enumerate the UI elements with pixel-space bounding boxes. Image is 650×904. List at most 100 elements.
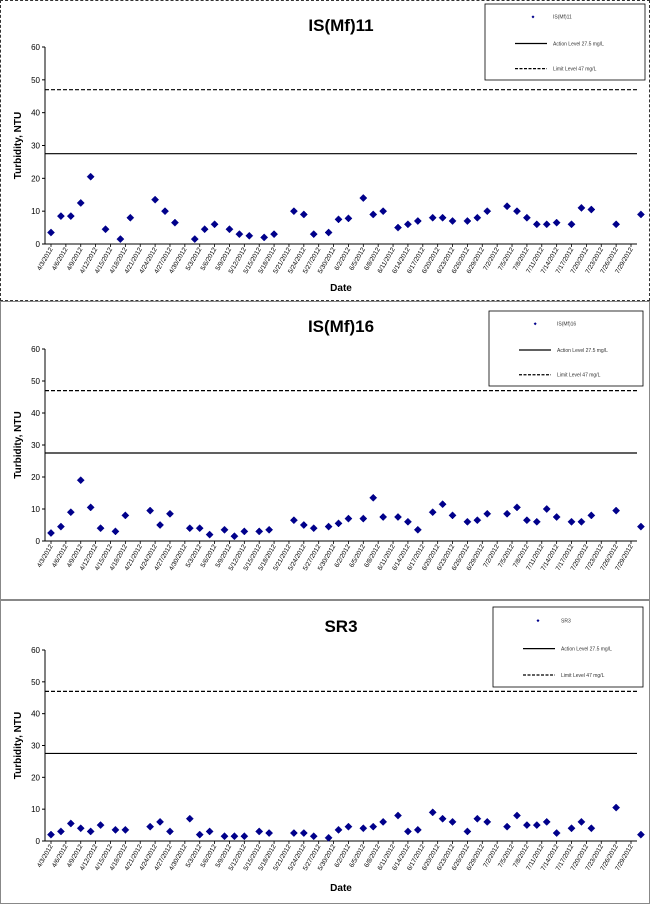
legend-entry: Action Level 27.5 mg/L — [561, 646, 612, 652]
data-point — [448, 511, 457, 520]
data-point — [96, 821, 105, 830]
data-point — [394, 513, 402, 521]
data-point — [438, 500, 447, 509]
data-point — [324, 833, 333, 842]
data-point — [116, 235, 125, 244]
data-point — [245, 231, 254, 240]
data-point — [612, 803, 621, 812]
data-point — [161, 207, 169, 216]
data-point — [66, 508, 75, 517]
legend-entry: Limit Level 47 mg/L — [553, 66, 597, 72]
data-point — [151, 195, 160, 204]
data-point — [47, 830, 55, 839]
data-point — [230, 532, 239, 541]
data-point — [463, 217, 472, 225]
legend-entry: Limit Level 47 mg/L — [561, 673, 605, 679]
y-tick-label: 30 — [31, 142, 40, 151]
data-point — [96, 524, 105, 533]
y-tick-label: 50 — [31, 678, 40, 687]
data-point — [225, 225, 234, 234]
legend-entry: Action Level 27.5 mg/L — [553, 41, 604, 47]
y-tick-label: 60 — [31, 345, 40, 354]
data-point — [126, 213, 135, 222]
y-axis-title: Turbidity, NTU — [13, 112, 24, 179]
data-point — [200, 225, 209, 234]
data-point — [230, 832, 239, 841]
data-point — [513, 503, 521, 512]
data-point — [324, 228, 333, 237]
data-point — [240, 527, 249, 536]
data-point — [532, 517, 541, 526]
y-axis-title: Turbidity, NTU — [13, 712, 24, 779]
data-point — [76, 476, 85, 485]
data-point — [101, 225, 110, 234]
data-point — [56, 827, 65, 836]
data-point — [47, 529, 55, 537]
data-point — [359, 824, 368, 833]
chart-panel-is-mf11: IS(Mf)11 0 10 20 30 40 50 60 4/3/2012 4/6/2012 4/9… — [0, 0, 650, 301]
data-point — [522, 516, 531, 525]
legend-entry: IS(Mf)16 — [557, 322, 576, 328]
y-tick-label: 0 — [36, 837, 41, 846]
data-point — [369, 210, 378, 219]
data-point — [394, 811, 402, 820]
y-tick-label: 50 — [31, 76, 40, 85]
chart-title: SR3 — [324, 617, 357, 636]
legend-entry: SR3 — [561, 618, 571, 624]
data-point — [483, 207, 492, 216]
data-point — [542, 817, 551, 826]
y-tick-label: 30 — [31, 742, 40, 751]
data-point — [577, 817, 586, 826]
data-point — [185, 524, 194, 533]
y-tick-label: 20 — [31, 773, 40, 782]
chart-panel-is-mf16: IS(Mf)16 0 10 20 30 40 50 60 4/3/2012 4/6/2012 4/9… — [0, 301, 650, 600]
data-point — [76, 824, 85, 833]
chart-panel-sr3: SR3 0 10 20 30 40 50 60 4/3/2012 4/6/2012 4/9/2012… — [0, 600, 650, 904]
data-point — [532, 220, 541, 229]
legend-box — [484, 3, 646, 81]
data-point — [577, 517, 586, 526]
data-point — [289, 516, 298, 525]
data-point — [503, 202, 512, 211]
data-point — [86, 503, 95, 512]
y-tick-label: 60 — [31, 43, 40, 52]
data-point — [334, 825, 343, 834]
data-point — [359, 194, 368, 202]
data-point — [379, 817, 388, 826]
data-point — [403, 220, 412, 229]
data-point — [612, 220, 621, 229]
data-point — [552, 218, 561, 227]
data-point — [413, 217, 422, 225]
data-point — [111, 825, 120, 834]
y-tick-label: 0 — [36, 537, 41, 546]
y-tick-label: 10 — [31, 805, 40, 814]
data-point — [612, 506, 621, 515]
data-point — [324, 522, 333, 531]
data-point — [413, 825, 422, 834]
data-point — [448, 817, 457, 826]
data-point — [265, 525, 274, 534]
data-point — [309, 230, 318, 239]
y-axis-title: Turbidity, NTU — [13, 411, 24, 478]
data-point — [205, 530, 214, 539]
data-point — [542, 505, 551, 513]
data-point — [265, 829, 274, 837]
data-point — [220, 525, 229, 534]
data-point — [309, 524, 318, 533]
legend-box — [488, 310, 644, 387]
data-point — [473, 814, 482, 823]
data-point — [121, 825, 130, 834]
data-point — [255, 827, 264, 836]
data-point — [56, 212, 65, 221]
data-point — [47, 228, 55, 237]
data-point — [299, 829, 308, 837]
data-point — [220, 832, 229, 841]
data-point — [379, 513, 388, 521]
data-point — [542, 220, 551, 229]
data-point — [403, 517, 412, 526]
data-point — [587, 824, 596, 833]
data-point — [552, 829, 561, 837]
data-point — [463, 517, 472, 526]
y-tick-label: 50 — [31, 377, 40, 386]
data-point — [483, 817, 492, 826]
